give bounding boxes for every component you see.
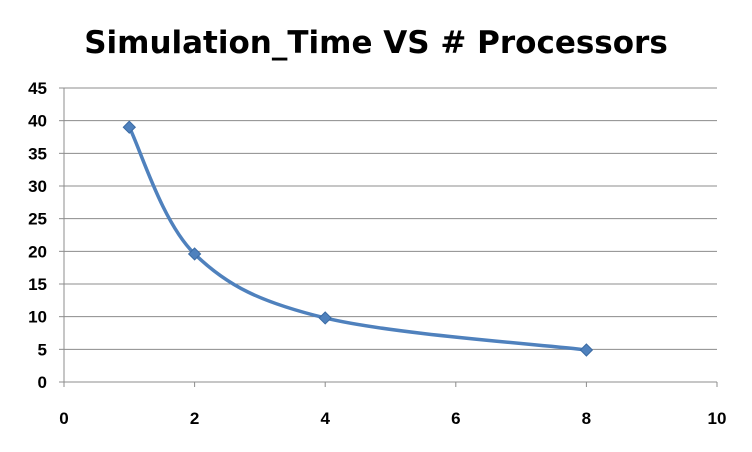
x-tick-label-8: 8 (582, 409, 591, 428)
series-line-0 (127, 125, 589, 352)
data-point-1 (122, 120, 137, 134)
y-tick-label-20: 20 (28, 242, 47, 261)
data-point-8 (579, 343, 594, 357)
y-tick-label-35: 35 (28, 144, 47, 163)
data-series (122, 120, 594, 357)
data-point-2 (187, 247, 202, 261)
axes (59, 87, 718, 387)
y-tick-label-30: 30 (28, 177, 47, 196)
y-tick-label-25: 25 (28, 210, 47, 229)
y-tick-label-10: 10 (28, 308, 47, 327)
x-tick-label-0: 0 (59, 409, 68, 428)
x-tick-label-10: 10 (708, 409, 727, 428)
x-tick-label-6: 6 (451, 409, 460, 428)
y-tick-label-5: 5 (38, 340, 47, 359)
y-tick-label-40: 40 (28, 112, 47, 131)
y-tick-label-0: 0 (38, 373, 47, 392)
x-tick-label-4: 4 (320, 409, 330, 428)
y-tick-label-45: 45 (28, 79, 47, 98)
y-tick-labels: 0 5 10 15 20 25 30 35 40 45 (28, 79, 47, 392)
chart-title: Simulation_Time VS # Processors (84, 25, 668, 61)
gridlines (64, 87, 717, 350)
x-tick-labels: 0 2 4 6 8 10 (59, 409, 726, 428)
data-point-4 (318, 311, 332, 325)
x-tick-label-2: 2 (190, 409, 199, 428)
y-tick-label-15: 15 (28, 275, 47, 294)
